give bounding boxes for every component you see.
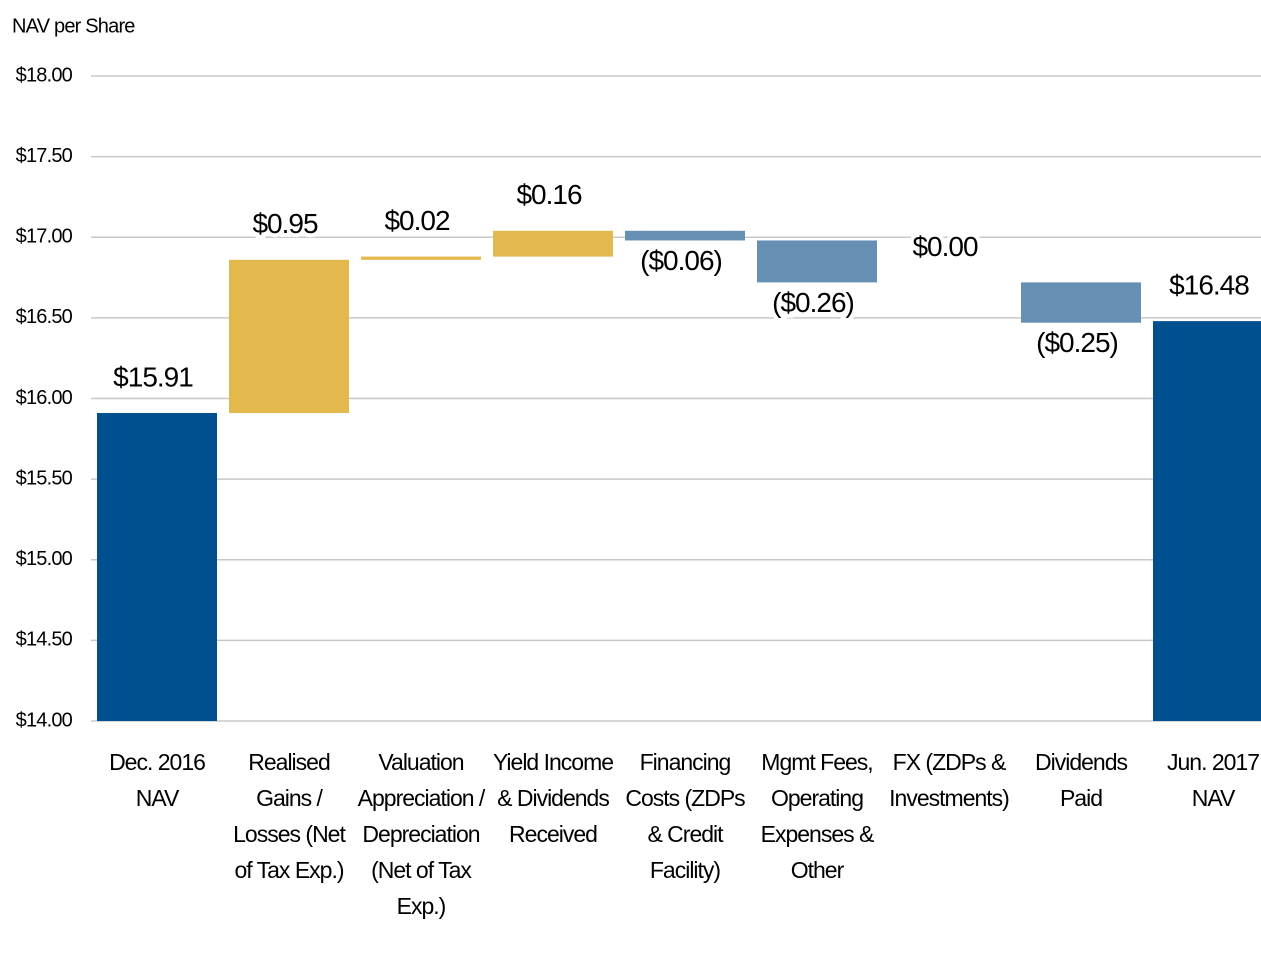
value-label: ($0.25) <box>1036 327 1118 358</box>
bar <box>361 256 481 260</box>
value-label: $0.16 <box>516 179 581 210</box>
x-tick-label: Dividends Paid <box>1035 749 1128 811</box>
y-axis-label: NAV per Share <box>12 15 135 37</box>
y-tick-label: $16.00 <box>16 387 73 409</box>
value-label: ($0.26) <box>772 287 854 318</box>
value-label: $15.91 <box>113 361 193 392</box>
y-tick-label: $14.00 <box>16 709 73 731</box>
x-tick-label: Yield Income & Dividends Received <box>492 749 614 847</box>
value-label: $0.95 <box>252 208 317 239</box>
y-tick-label: $14.50 <box>16 629 73 651</box>
x-tick-label: Valuation Appreciation / Depreciation (N… <box>357 749 486 919</box>
y-tick-label: $15.00 <box>16 548 73 570</box>
bar <box>625 230 745 241</box>
y-tick-label: $17.00 <box>16 226 73 248</box>
bar <box>229 259 349 414</box>
value-label: $16.48 <box>1169 269 1249 300</box>
bar <box>757 240 877 283</box>
y-tick-label: $15.50 <box>16 467 73 489</box>
x-tick-label: Dec. 2016 NAV <box>109 749 206 811</box>
y-tick-label: $17.50 <box>16 145 73 167</box>
bar <box>493 230 613 257</box>
y-tick-label: $16.50 <box>16 306 73 328</box>
bar <box>1021 282 1141 323</box>
value-label: $0.00 <box>912 231 977 262</box>
value-label: ($0.06) <box>640 245 722 276</box>
x-tick-label: FX (ZDPs & Investments) <box>889 749 1010 811</box>
x-tick-label: Mgmt Fees, Operating Expenses & Other <box>760 749 875 883</box>
x-tick-label: Jun. 2017 NAV <box>1166 749 1260 811</box>
bar <box>97 413 217 721</box>
value-label: $0.02 <box>384 205 449 236</box>
x-tick-label: Realised Gains / Losses (Net of Tax Exp.… <box>233 749 346 883</box>
x-tick-label: Financing Costs (ZDPs & Credit Facility) <box>625 749 745 883</box>
y-tick-label: $18.00 <box>16 64 73 86</box>
bar <box>1153 321 1261 721</box>
